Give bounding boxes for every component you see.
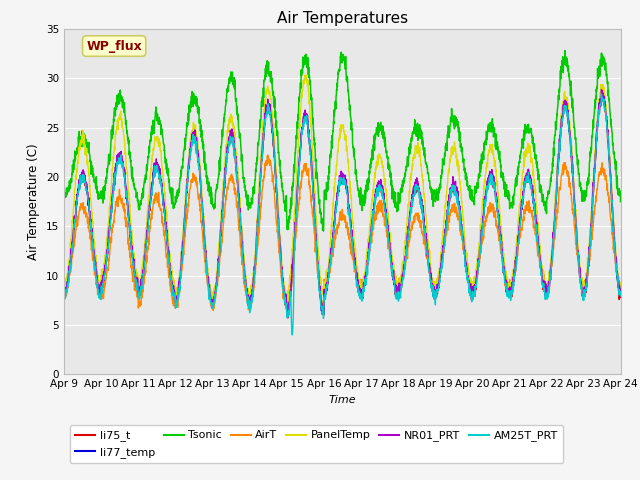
Text: WP_flux: WP_flux <box>86 39 142 52</box>
X-axis label: Time: Time <box>328 395 356 405</box>
Legend: li75_t, li77_temp, Tsonic, AirT, PanelTemp, NR01_PRT, AM25T_PRT: li75_t, li77_temp, Tsonic, AirT, PanelTe… <box>70 425 563 463</box>
Title: Air Temperatures: Air Temperatures <box>277 11 408 26</box>
Y-axis label: Air Temperature (C): Air Temperature (C) <box>28 144 40 260</box>
